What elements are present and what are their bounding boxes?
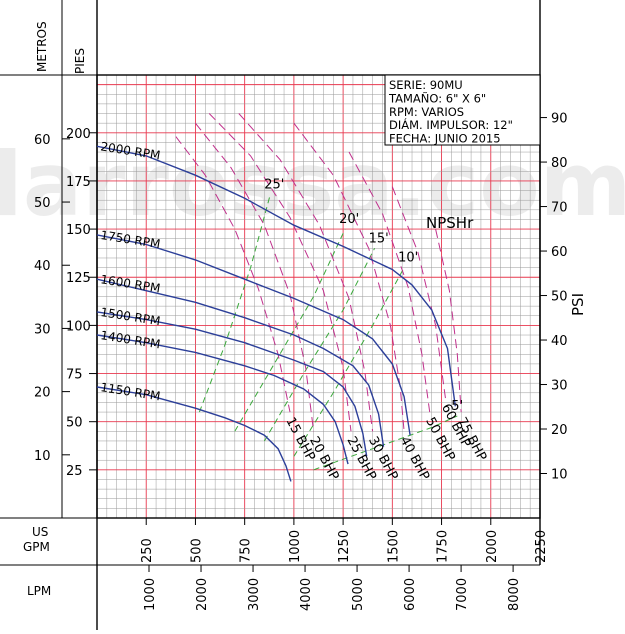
rpm-curve bbox=[96, 334, 349, 465]
lpm-label: LPM bbox=[27, 584, 51, 598]
lpm-tick-label: 8000 bbox=[507, 578, 522, 611]
npshr-label: 5' bbox=[451, 399, 463, 414]
bhp-curve bbox=[175, 136, 291, 413]
watermark-text: larrossa.com bbox=[0, 133, 625, 236]
npshr-title: NPSHr bbox=[426, 214, 474, 232]
series bbox=[96, 113, 462, 482]
gpm-tick-label: 250 bbox=[140, 538, 155, 563]
rpm-curve bbox=[96, 386, 292, 482]
pies-tick-label: 175 bbox=[66, 175, 91, 190]
psi-tick-label: 10 bbox=[551, 468, 568, 483]
npshr-label: 25' bbox=[264, 177, 284, 192]
psi-tick-label: 60 bbox=[551, 245, 568, 260]
usgpm-label: US bbox=[32, 525, 48, 539]
bhp-curve bbox=[208, 113, 352, 432]
npshr-label: 15' bbox=[369, 231, 389, 246]
psi-tick-label: 70 bbox=[551, 201, 568, 216]
psi-label: PSI bbox=[569, 293, 587, 316]
gpm-tick-label: 1000 bbox=[288, 530, 303, 563]
gpm-tick-label: 2000 bbox=[485, 530, 500, 563]
bhp-curve bbox=[391, 186, 446, 399]
pies-tick-label: 100 bbox=[66, 319, 91, 334]
axes: METROS PIES PSI 25 50 75 100 125 150 175 200 10 20 30… bbox=[0, 0, 587, 630]
npshr-label: 10' bbox=[398, 251, 418, 266]
rpm-curve bbox=[96, 278, 385, 447]
lpm-tick-label: 6000 bbox=[403, 578, 418, 611]
lpm-tick-label: 7000 bbox=[455, 578, 470, 611]
rpm-label: 1600 RPM bbox=[100, 272, 162, 295]
info-box-line: SERIE: 90MU bbox=[389, 78, 463, 92]
npshr-curve bbox=[198, 194, 271, 413]
info-box-line: DIÁM. IMPULSOR: 12" bbox=[389, 117, 513, 132]
rpm-label: 1500 RPM bbox=[100, 305, 162, 328]
pies-tick-label: 125 bbox=[66, 271, 91, 286]
info-box-line: TAMAÑO: 6" X 6" bbox=[388, 90, 486, 105]
info-box-line: RPM: VARIOS bbox=[389, 105, 464, 119]
psi-tick-label: 80 bbox=[551, 156, 568, 171]
rpm-label: 1150 RPM bbox=[100, 380, 162, 403]
lpm-tick-label: 3000 bbox=[247, 578, 262, 611]
rpm-curve bbox=[96, 311, 368, 457]
npshr-label: 20' bbox=[339, 212, 359, 227]
pies-tick-label: 75 bbox=[66, 368, 83, 383]
metros-tick-label: 50 bbox=[34, 196, 51, 211]
metros-label: METROS bbox=[35, 21, 49, 72]
metros-tick-label: 30 bbox=[34, 322, 51, 337]
rpm-curve bbox=[96, 234, 411, 436]
npshr-curve bbox=[234, 228, 346, 432]
metros-tick-label: 10 bbox=[34, 449, 51, 464]
usgpm-label-2: GPM bbox=[23, 540, 50, 554]
lpm-tick-label: 4000 bbox=[299, 578, 314, 611]
gpm-tick-label: 1750 bbox=[436, 530, 451, 563]
gpm-tick-label: 2250 bbox=[534, 530, 549, 563]
pies-tick-label: 200 bbox=[66, 127, 91, 142]
lpm-tick-label: 1000 bbox=[143, 578, 158, 611]
bhp-curve bbox=[348, 151, 431, 413]
gpm-tick-label: 1500 bbox=[386, 530, 401, 563]
npshr-curve bbox=[313, 415, 458, 471]
psi-tick-label: 90 bbox=[551, 112, 568, 127]
rpm-label: 1400 RPM bbox=[100, 328, 162, 351]
gpm-tick-label: 750 bbox=[239, 538, 254, 563]
watermark: larrossa.com bbox=[0, 133, 625, 236]
gpm-tick-label: 500 bbox=[189, 538, 204, 563]
pies-tick-label: 50 bbox=[66, 416, 83, 431]
psi-tick-label: 40 bbox=[551, 334, 568, 349]
info-box-line: FECHA: JUNIO 2015 bbox=[389, 132, 501, 146]
metros-tick-label: 60 bbox=[34, 133, 51, 148]
metros-tick-label: 40 bbox=[34, 259, 51, 274]
pies-tick-label: 150 bbox=[66, 223, 91, 238]
pies-label: PIES bbox=[73, 48, 87, 74]
bhp-curve bbox=[195, 122, 315, 432]
lpm-tick-label: 5000 bbox=[351, 578, 366, 611]
lpm-tick-label: 2000 bbox=[195, 578, 210, 611]
npshr-curve bbox=[263, 248, 376, 442]
bhp-curve bbox=[435, 228, 462, 413]
gpm-tick-label: 1250 bbox=[337, 530, 352, 563]
pies-tick-label: 25 bbox=[66, 464, 83, 479]
info-box-frame bbox=[384, 74, 541, 146]
psi-tick-label: 20 bbox=[551, 423, 568, 438]
bhp-curve bbox=[293, 122, 405, 432]
metros-tick-label: 20 bbox=[34, 386, 51, 401]
npshr-curve bbox=[293, 267, 405, 457]
rpm-curve bbox=[96, 145, 456, 407]
psi-tick-label: 50 bbox=[551, 290, 568, 305]
psi-tick-label: 30 bbox=[551, 379, 568, 394]
